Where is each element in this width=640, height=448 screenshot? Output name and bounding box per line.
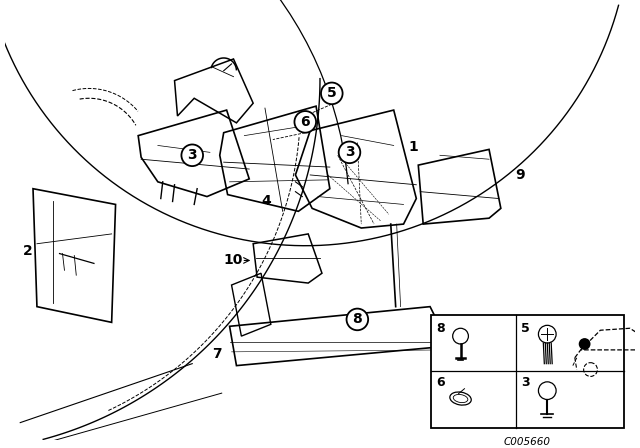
Circle shape <box>181 144 203 166</box>
Text: 2: 2 <box>23 244 33 258</box>
Circle shape <box>346 309 368 330</box>
Circle shape <box>339 142 360 163</box>
Text: 6: 6 <box>436 376 445 389</box>
Text: 7: 7 <box>212 347 221 361</box>
Text: 8: 8 <box>436 323 445 336</box>
Text: 1: 1 <box>408 140 419 155</box>
Text: C005660: C005660 <box>504 437 551 448</box>
FancyBboxPatch shape <box>431 314 624 427</box>
Text: 3: 3 <box>188 148 197 162</box>
Text: 3: 3 <box>345 145 355 159</box>
Text: 10: 10 <box>224 254 243 267</box>
Circle shape <box>294 111 316 133</box>
Text: 8: 8 <box>353 312 362 327</box>
Text: 9: 9 <box>516 168 525 182</box>
Circle shape <box>579 338 591 350</box>
Text: 3: 3 <box>521 376 529 389</box>
Text: 6: 6 <box>300 115 310 129</box>
Circle shape <box>321 82 342 104</box>
Text: 5: 5 <box>327 86 337 100</box>
Text: 5: 5 <box>521 323 529 336</box>
Text: 4: 4 <box>261 194 271 208</box>
